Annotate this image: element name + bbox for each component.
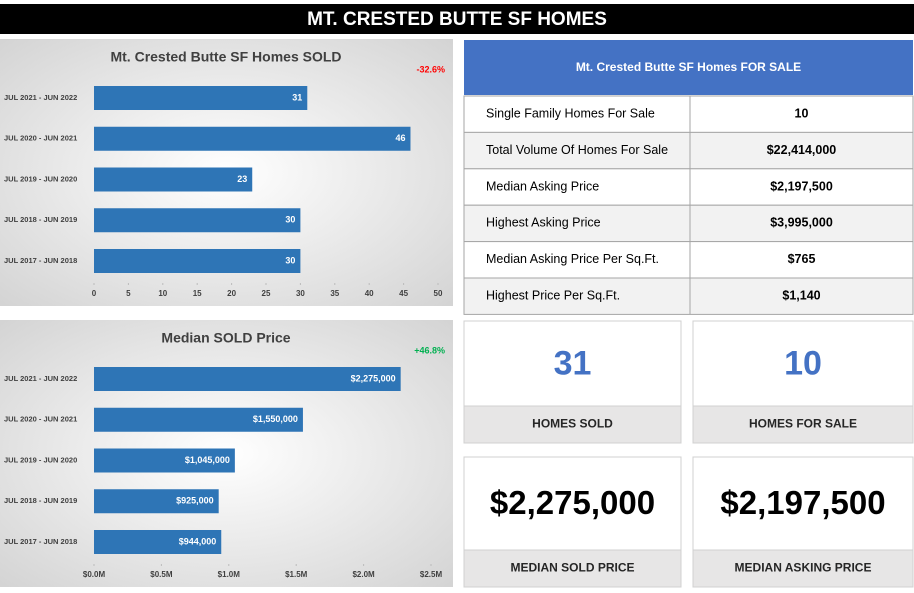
category-label: JUL 2017 - JUN 2018 bbox=[4, 537, 77, 546]
x-tick-label: 45 bbox=[399, 289, 408, 298]
x-tick-label: 5 bbox=[126, 289, 131, 298]
category-label: JUL 2020 - JUN 2021 bbox=[4, 415, 77, 424]
row-label: Single Family Homes For Sale bbox=[486, 106, 655, 120]
chart-title: Median SOLD Price bbox=[161, 330, 290, 346]
value-label: 46 bbox=[395, 133, 405, 143]
value-label: 31 bbox=[292, 92, 302, 102]
category-label: JUL 2018 - JUN 2019 bbox=[4, 215, 77, 224]
row-value: $22,414,000 bbox=[767, 143, 837, 157]
x-tick-label: 20 bbox=[227, 289, 236, 298]
annotation: -32.6% bbox=[416, 64, 445, 74]
card-label: MEDIAN ASKING PRICE bbox=[735, 561, 872, 575]
category-label: JUL 2020 - JUN 2021 bbox=[4, 134, 77, 143]
value-label: 30 bbox=[285, 215, 295, 225]
card-value: 10 bbox=[784, 344, 822, 382]
category-label: JUL 2021 - JUN 2022 bbox=[4, 93, 77, 102]
x-tick-label: $0.5M bbox=[150, 570, 173, 579]
annotation: +46.8% bbox=[414, 345, 445, 355]
value-label: 23 bbox=[237, 174, 247, 184]
page-title: MT. CRESTED BUTTE SF HOMES bbox=[307, 9, 607, 30]
card-label: HOMES FOR SALE bbox=[749, 417, 857, 431]
table-row bbox=[463, 241, 914, 279]
x-tick-label: $2.0M bbox=[352, 570, 375, 579]
value-label: $1,550,000 bbox=[253, 414, 298, 424]
x-tick-label: 25 bbox=[262, 289, 271, 298]
row-label: Highest Price Per Sq.Ft. bbox=[486, 288, 620, 302]
bar bbox=[94, 407, 303, 432]
card-value: 31 bbox=[554, 344, 592, 382]
table-title: Mt. Crested Butte SF Homes FOR SALE bbox=[576, 60, 801, 74]
value-label: $1,045,000 bbox=[185, 455, 230, 465]
x-tick-label: 30 bbox=[296, 289, 305, 298]
card-value: $2,197,500 bbox=[720, 484, 885, 521]
x-tick-label: 10 bbox=[158, 289, 167, 298]
row-value: $1,140 bbox=[782, 288, 820, 302]
table-header bbox=[464, 40, 913, 95]
table-row bbox=[463, 95, 914, 133]
card-label: MEDIAN SOLD PRICE bbox=[510, 561, 634, 575]
value-label: 30 bbox=[285, 255, 295, 265]
x-tick-label: 40 bbox=[365, 289, 374, 298]
card-label-bg bbox=[692, 549, 914, 588]
card-label-bg bbox=[692, 405, 914, 444]
card-label-bg bbox=[463, 549, 682, 588]
bar bbox=[94, 208, 301, 233]
x-tick-label: 15 bbox=[193, 289, 202, 298]
value-label: $2,275,000 bbox=[351, 373, 396, 383]
bar bbox=[94, 167, 253, 192]
value-label: $925,000 bbox=[176, 496, 214, 506]
table-row bbox=[463, 131, 914, 170]
x-tick-label: 0 bbox=[92, 289, 97, 298]
bar bbox=[94, 86, 308, 110]
category-label: JUL 2019 - JUN 2020 bbox=[4, 174, 77, 183]
bar bbox=[94, 489, 219, 514]
x-tick-label: $1.5M bbox=[285, 570, 308, 579]
bar bbox=[94, 367, 401, 391]
card-label: HOMES SOLD bbox=[532, 417, 613, 431]
x-tick-label: $1.0M bbox=[218, 570, 241, 579]
value-label: $944,000 bbox=[179, 536, 217, 546]
chart-title: Mt. Crested Butte SF Homes SOLD bbox=[110, 49, 341, 65]
bar bbox=[94, 249, 301, 273]
bar bbox=[94, 448, 235, 473]
category-label: JUL 2018 - JUN 2019 bbox=[4, 496, 77, 505]
row-label: Median Asking Price Per Sq.Ft. bbox=[486, 252, 659, 266]
table-row bbox=[463, 277, 914, 315]
row-value: 10 bbox=[795, 106, 809, 120]
category-label: JUL 2021 - JUN 2022 bbox=[4, 374, 77, 383]
card-value: $2,275,000 bbox=[490, 484, 655, 521]
card-label-bg bbox=[463, 405, 682, 444]
row-label: Median Asking Price bbox=[486, 179, 599, 193]
table-row bbox=[463, 168, 914, 206]
row-label: Highest Asking Price bbox=[486, 216, 601, 230]
x-tick-label: 50 bbox=[434, 289, 443, 298]
row-value: $2,197,500 bbox=[770, 179, 833, 193]
category-label: JUL 2017 - JUN 2018 bbox=[4, 256, 77, 265]
row-label: Total Volume Of Homes For Sale bbox=[486, 143, 668, 157]
row-value: $3,995,000 bbox=[770, 216, 833, 230]
x-tick-label: $2.5M bbox=[420, 570, 443, 579]
row-value: $765 bbox=[788, 252, 816, 266]
category-label: JUL 2019 - JUN 2020 bbox=[4, 455, 77, 464]
x-tick-label: $0.0M bbox=[83, 570, 106, 579]
bar bbox=[94, 530, 222, 554]
x-tick-label: 35 bbox=[330, 289, 339, 298]
title-bar bbox=[0, 4, 914, 34]
bar bbox=[94, 126, 411, 151]
